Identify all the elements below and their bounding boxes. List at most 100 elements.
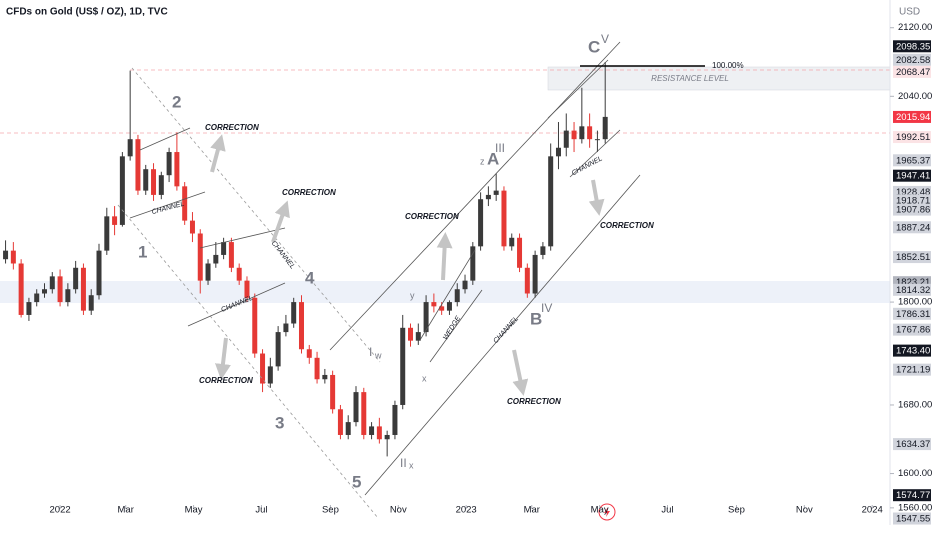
candle-body [579,126,585,140]
x-tick-label: 2024 [862,505,883,516]
candle-body [73,267,79,290]
channel-line [139,127,191,151]
candle-body [431,302,437,307]
channel-line [129,191,206,219]
wave-label: II [400,456,407,470]
candle-body [509,237,515,247]
x-tick-label: Sep [322,505,339,516]
axes: 2120.00 2040.00 1800.00 1680.00 1600.00 1560.… [50,22,932,524]
chart-title: CFDs on Gold (US$ / OZ), 1D, TVC [6,7,168,18]
event-icon[interactable] [598,503,616,521]
candle-body [135,139,141,191]
wedge-label: WEDGE [442,315,462,341]
candle-body [408,327,414,341]
price-tag [893,65,931,78]
candle-body [34,293,40,303]
candle-body [517,237,523,268]
candle-body [88,295,94,311]
candle-body [478,199,484,247]
price-tag-label: 2098.35 [896,41,930,52]
descending-channel [117,204,379,519]
candle-body [532,254,538,294]
candle-body [571,130,577,140]
note: CORRECTION [405,212,459,221]
candle-body [57,276,63,303]
candle-body [392,404,398,435]
wave-label: B [530,309,542,328]
candle-body [337,409,343,435]
price-tag-label: 1574.77 [896,490,930,501]
candle-body [221,242,227,255]
candle-body [353,392,359,423]
candle-body [96,250,102,296]
price-tag-label: 1907.86 [896,205,930,216]
note: CORRECTION [282,188,336,197]
x-tick-label: Jul [255,505,267,516]
candle-body [283,323,289,333]
zone-label: RESISTANCE LEVEL [651,74,729,83]
candle-body [548,156,554,247]
price-tag [893,251,931,264]
candle-body [314,357,320,380]
note: CORRECTION [199,376,253,385]
candle-body [189,220,195,234]
x-tick-label: May [591,505,609,516]
candle-body [244,280,250,298]
ascending-channel [329,41,621,351]
note: CORRECTION [507,397,561,406]
candle-body [485,194,491,200]
inner-channel [569,129,621,178]
x-tick-label: Jul [661,505,673,516]
price-tag-label: 2068.47 [896,67,930,78]
wave-label: 1 [138,242,147,261]
price-tag [893,323,931,336]
x-tick-label: 2022 [50,505,71,516]
price-tag [893,53,931,66]
channel-label: CHANNEL [270,240,296,271]
price-tag [893,203,931,216]
candle-body [587,126,593,140]
channel-label: CHANNEL [151,201,185,216]
price-tag [893,512,931,525]
wedge-line [429,289,483,363]
candle-body [555,147,561,157]
candle-body [594,139,600,141]
y-tick-label: 1680.00 [898,399,932,410]
price-tag [893,283,931,296]
price-tag-label: 1992.51 [896,132,930,143]
channel-label: CHANNEL [492,315,520,345]
price-tag-label: 1928.48 [896,187,930,198]
background-layer [0,0,891,525]
arrow [436,232,453,281]
price-tag [893,169,931,182]
price-tag-label: 2082.58 [896,55,930,66]
price-tag-label: 1814.32 [896,285,930,296]
candle-body [298,302,304,350]
price-tag-label: 1634.37 [896,439,930,450]
price-tag-label: 1547.55 [896,514,930,525]
y-tick-label: 1600.00 [898,468,932,479]
price-tag-label: 1743.40 [896,346,930,357]
price-tag [893,194,931,207]
candle-body [306,349,312,358]
inner-channel [547,59,609,119]
price-tag [893,131,931,144]
candle-body [501,190,507,247]
x-tick-label: May [185,505,203,516]
candle-body [112,216,118,225]
descending-channel [131,67,381,363]
candle-body [260,353,266,384]
candle-body [174,152,180,187]
candle-body [563,130,569,148]
candle-body [345,422,351,435]
arrow [214,337,231,380]
candle-body [143,169,149,191]
support-zone [0,281,890,303]
price-tag-label: 1852.51 [896,252,930,263]
price-tag [893,344,931,357]
candle-body [400,327,406,405]
candle-body [454,289,460,303]
arrow [588,179,605,216]
wave-label: A [487,149,499,168]
